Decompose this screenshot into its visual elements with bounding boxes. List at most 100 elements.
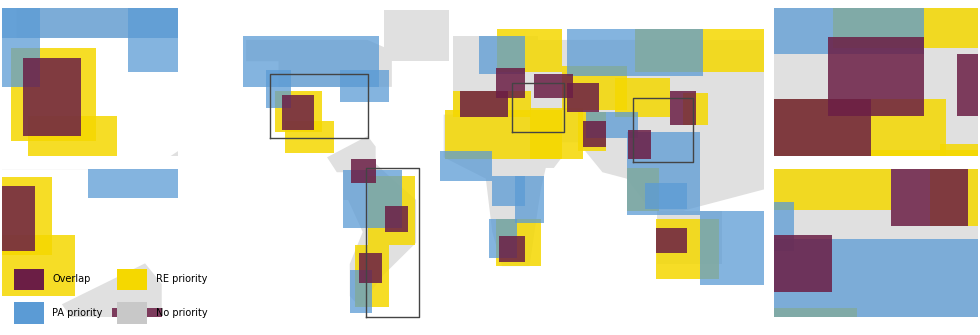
Bar <box>130 179 291 264</box>
Bar <box>649 224 708 323</box>
Bar <box>681 259 758 318</box>
Bar <box>760 309 857 335</box>
Bar <box>497 29 562 72</box>
Bar <box>700 211 764 285</box>
FancyBboxPatch shape <box>14 302 44 324</box>
Bar <box>833 0 980 48</box>
Bar <box>614 202 697 276</box>
Bar <box>645 183 687 208</box>
Bar <box>767 177 820 243</box>
Bar <box>266 70 291 108</box>
Bar <box>0 55 17 153</box>
Bar <box>0 0 199 38</box>
Bar <box>367 116 454 173</box>
Bar <box>615 78 670 117</box>
Bar <box>0 71 169 169</box>
Bar <box>66 43 152 144</box>
Bar <box>0 120 46 182</box>
Bar <box>545 128 677 214</box>
Bar <box>496 68 524 97</box>
Bar <box>468 194 628 292</box>
Bar <box>295 292 402 335</box>
Bar <box>350 270 372 313</box>
Bar <box>529 108 583 159</box>
FancyBboxPatch shape <box>117 302 147 324</box>
Bar <box>580 145 677 202</box>
Bar <box>260 161 406 210</box>
Bar <box>784 42 980 124</box>
Bar <box>478 210 588 309</box>
Bar <box>351 280 431 335</box>
Bar <box>479 36 524 74</box>
Bar <box>321 177 481 226</box>
Bar <box>575 97 669 156</box>
Bar <box>586 113 638 138</box>
Bar <box>149 205 193 259</box>
Bar <box>628 18 728 107</box>
Bar <box>319 92 531 205</box>
Bar <box>628 130 651 159</box>
Bar <box>343 170 402 228</box>
Bar <box>405 244 464 313</box>
Bar <box>460 91 509 117</box>
Bar <box>414 0 531 3</box>
Bar <box>311 185 405 254</box>
Bar <box>694 59 960 140</box>
Bar <box>211 313 252 335</box>
Bar <box>555 161 621 218</box>
Bar <box>178 244 264 335</box>
Bar <box>828 37 924 116</box>
Bar <box>635 29 764 72</box>
Bar <box>371 42 565 124</box>
Bar <box>492 177 524 206</box>
Bar <box>499 236 524 262</box>
Bar <box>0 313 85 335</box>
Bar <box>752 53 796 126</box>
Bar <box>929 165 980 226</box>
Bar <box>662 150 980 280</box>
Bar <box>565 112 760 198</box>
Bar <box>112 309 162 335</box>
Bar <box>566 83 599 113</box>
Bar <box>0 235 75 296</box>
Bar <box>627 132 700 215</box>
FancyBboxPatch shape <box>117 269 147 290</box>
Bar <box>656 228 687 253</box>
Bar <box>285 121 333 153</box>
Bar <box>346 48 434 107</box>
Bar <box>652 136 693 205</box>
Bar <box>243 36 379 87</box>
Bar <box>340 70 389 102</box>
Bar <box>483 128 600 173</box>
Bar <box>488 145 567 190</box>
Bar <box>424 325 513 335</box>
Bar <box>496 219 541 266</box>
Bar <box>335 177 435 226</box>
Bar <box>569 117 611 176</box>
Bar <box>128 0 217 72</box>
Bar <box>764 235 832 292</box>
Bar <box>134 229 240 335</box>
Bar <box>627 168 660 211</box>
FancyBboxPatch shape <box>14 269 44 290</box>
Bar <box>683 93 708 125</box>
Bar <box>794 182 844 243</box>
Bar <box>628 218 697 267</box>
Bar <box>540 28 599 97</box>
Bar <box>454 91 531 117</box>
Bar <box>956 54 980 116</box>
Bar <box>0 0 40 87</box>
Bar <box>580 42 980 132</box>
Bar <box>688 99 946 167</box>
Bar <box>0 177 52 255</box>
Bar <box>774 0 924 54</box>
Bar <box>28 117 117 190</box>
Bar <box>638 202 794 251</box>
Bar <box>445 110 562 159</box>
Bar <box>355 245 389 307</box>
Bar <box>408 132 467 190</box>
Bar <box>357 325 454 335</box>
Bar <box>489 219 516 258</box>
Bar <box>0 325 123 335</box>
Bar <box>583 121 606 147</box>
